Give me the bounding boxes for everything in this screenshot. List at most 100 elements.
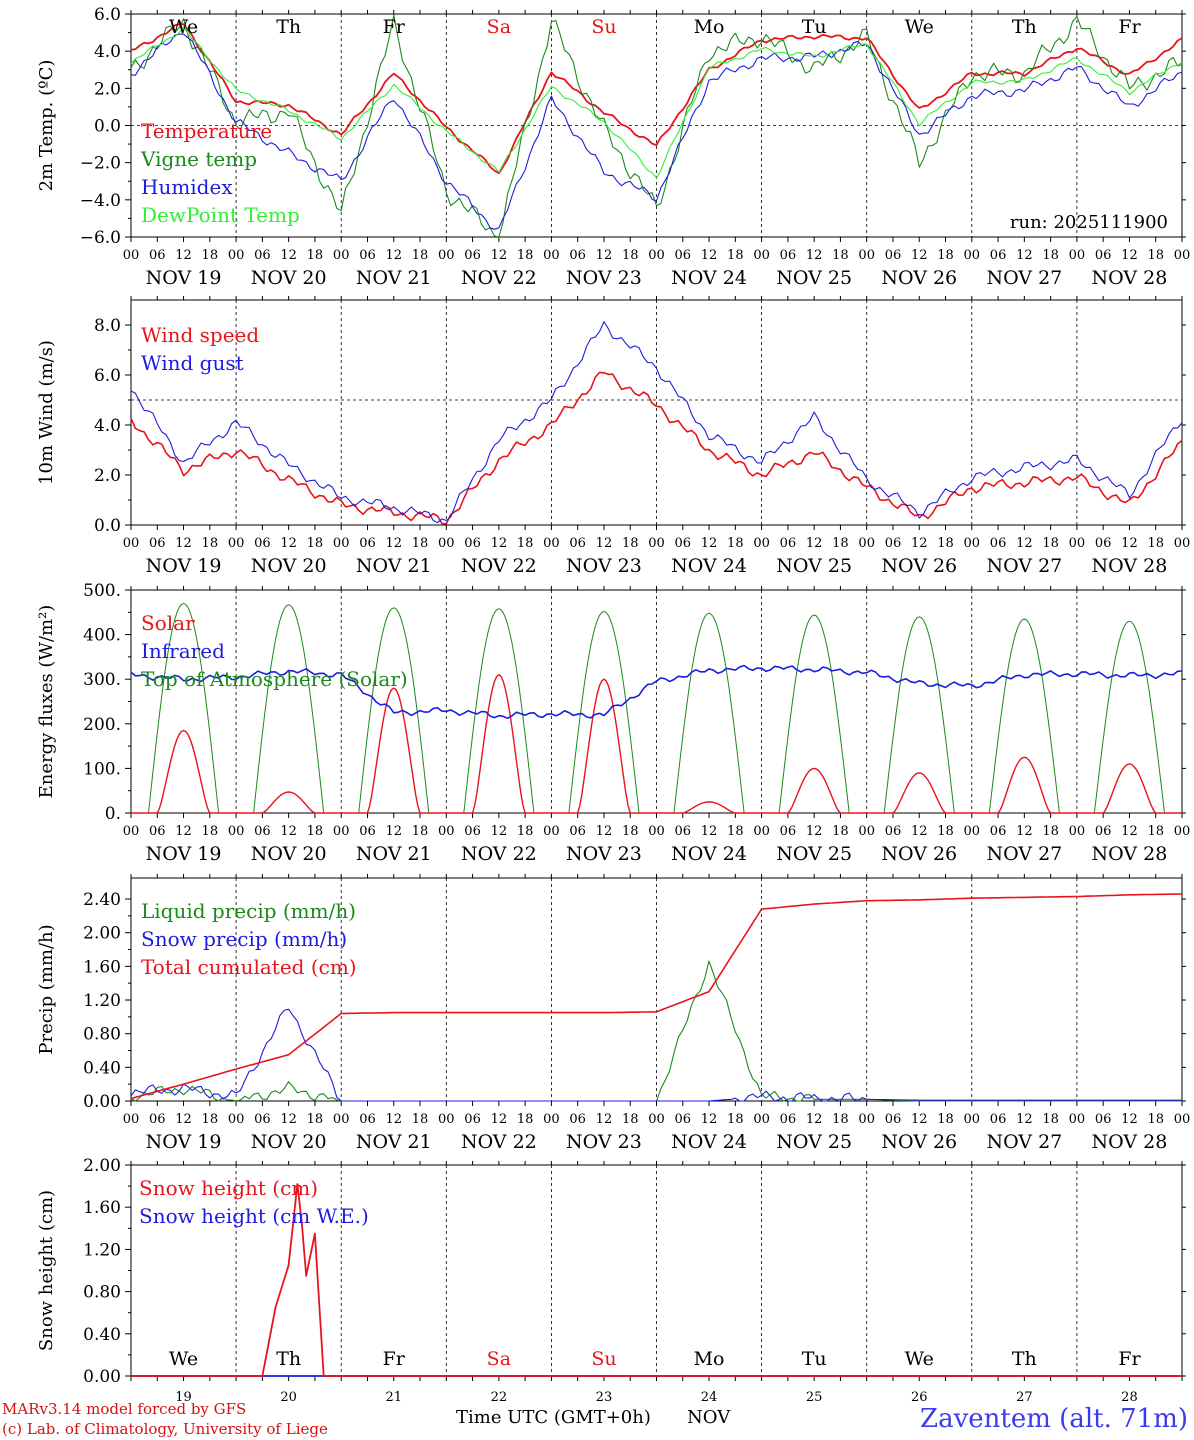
panel-1-hour-label: 18	[517, 536, 534, 551]
panel-1-hour-label: 06	[675, 536, 692, 551]
panel-2-ytick-label: 0.	[105, 804, 121, 824]
panel-1-hour-label: 00	[123, 536, 140, 551]
panel-1-hour-label: 18	[937, 536, 954, 551]
panel-1-hour-label: 06	[149, 536, 166, 551]
panel-2-hour-label: 06	[254, 824, 271, 839]
panel-1-ytick-label: 4.0	[94, 416, 121, 436]
bottom-day-number: 23	[596, 1390, 613, 1405]
panel-3-hour-label: 06	[1095, 1112, 1112, 1127]
panel-0-hour-label: 12	[1121, 248, 1138, 263]
panel-0-hour-label: 06	[254, 248, 271, 263]
panel-3-hour-label: 06	[780, 1112, 797, 1127]
panel-0-ylabel: 2m Temp. (ºC)	[36, 60, 57, 192]
panel-2-date-label: NOV 22	[461, 843, 537, 865]
panel-0-hour-label: 00	[123, 248, 140, 263]
panel-1-hour-label: 12	[385, 536, 402, 551]
panels-layer: 6.04.02.00.0−2.0−4.0−6.02m Temp. (ºC)00 0…	[36, 5, 1190, 1405]
panel-2-date-label: NOV 25	[776, 843, 852, 865]
panel-4-ytick-label: 0.00	[83, 1367, 121, 1387]
bottom-day-label: Th	[1012, 1348, 1037, 1370]
panel-3-date-label: NOV 25	[776, 1131, 852, 1153]
top-day-label: Tu	[802, 16, 827, 38]
panel-2-hour-label: 06	[569, 824, 586, 839]
panel-0-hour-label: 18	[832, 248, 849, 263]
panel-2-frame	[130, 589, 1183, 814]
panel-1-hour-label: 06	[464, 536, 481, 551]
panel-2-hour-label: 18	[517, 824, 534, 839]
bottom-day-label: Th	[276, 1348, 301, 1370]
series-snow-height-cm-line	[131, 1183, 1182, 1377]
station-name: Zaventem (alt. 71m)	[920, 1404, 1188, 1434]
panel-1-hour-label: 12	[596, 536, 613, 551]
panel-3-hour-label: 12	[911, 1112, 928, 1127]
panel-0-hour-label: 06	[990, 248, 1007, 263]
panel-0-hour-label: 18	[412, 248, 429, 263]
panel-0-legend-0: Temperature	[141, 119, 272, 143]
panel-2-legend-0: Solar	[141, 611, 195, 635]
panel-0-legend-2: Humidex	[141, 175, 233, 199]
panel-1-hour-label: 18	[1147, 536, 1164, 551]
panel-1-hour-label: 06	[1095, 536, 1112, 551]
panel-1-date-label: NOV 26	[881, 555, 957, 577]
panel-3-hour-label: 18	[307, 1112, 324, 1127]
panel-1-hour-label: 12	[1121, 536, 1138, 551]
panel-2-hour-label: 12	[385, 824, 402, 839]
panel-0-hour-label: 06	[780, 248, 797, 263]
panel-3-ytick-label: 1.20	[83, 991, 121, 1011]
panel-2-hour-label: 12	[175, 824, 192, 839]
panel-1-hour-label: 12	[491, 536, 508, 551]
footer-credit-text: (c) Lab. of Climatology, University of L…	[2, 1420, 328, 1438]
panel-0-hour-label: 12	[701, 248, 718, 263]
panel-0-hour-label: 12	[806, 248, 823, 263]
series-temperature-line	[130, 23, 1183, 175]
panel-1-hour-label: 12	[175, 536, 192, 551]
x-axis-month: NOV	[687, 1407, 731, 1428]
panel-0-hour-label: 12	[385, 248, 402, 263]
panel-2-hour-label: 00	[1069, 824, 1086, 839]
panel-4-ytick-label: 0.40	[83, 1325, 121, 1345]
bottom-day-label: We	[905, 1348, 934, 1370]
panel-0-hour-label: 06	[149, 248, 166, 263]
top-day-label: We	[169, 16, 198, 38]
panel-3-date-label: NOV 24	[671, 1131, 747, 1153]
panel-2-hour-label: 12	[701, 824, 718, 839]
panel-2-ylabel: Energy fluxes (W/m²)	[36, 605, 57, 799]
panel-0-date-label: NOV 28	[1092, 267, 1168, 289]
panel-0-hour-label: 12	[491, 248, 508, 263]
panel-3-date-label: NOV 23	[566, 1131, 642, 1153]
panel-3-ylabel: Precip (mm/h)	[36, 924, 57, 1054]
series-total-cumulated-cm-line	[130, 893, 1183, 1100]
panel-3-date-label: NOV 28	[1092, 1131, 1168, 1153]
panel-3-hour-label: 00	[333, 1112, 350, 1127]
panel-1-date-label: NOV 22	[461, 555, 537, 577]
panel-3-ytick-label: 0.80	[83, 1025, 121, 1045]
panel-0-ytick-label: −6.0	[80, 228, 121, 248]
bottom-day-number: 25	[806, 1390, 823, 1405]
panel-4-ytick-label: 1.60	[83, 1198, 121, 1218]
panel-2-hour-label: 18	[307, 824, 324, 839]
panel-0-hour-label: 06	[885, 248, 902, 263]
panel-0-hour-label: 18	[202, 248, 219, 263]
panel-0-hour-label: 00	[333, 248, 350, 263]
panel-3-hour-label: 00	[964, 1112, 981, 1127]
panel-3-hour-label: 12	[385, 1112, 402, 1127]
panel-0-date-label: NOV 24	[671, 267, 747, 289]
panel-1-ytick-label: 2.0	[94, 466, 121, 486]
panel-0-legend-3: DewPoint Temp	[141, 203, 300, 227]
top-day-label: We	[905, 16, 934, 38]
panel-2-hour-label: 12	[280, 824, 297, 839]
panel-3-hour-label: 06	[359, 1112, 376, 1127]
panel-3-date-label: NOV 19	[146, 1131, 222, 1153]
series-humidex-line	[130, 33, 1183, 230]
bottom-day-number: 24	[701, 1390, 718, 1405]
panel-1-date-label: NOV 20	[251, 555, 327, 577]
panel-2-hour-label: 06	[359, 824, 376, 839]
bottom-day-number: 22	[491, 1390, 508, 1405]
panel-2-hour-label: 00	[648, 824, 665, 839]
panel-2-hour-label: 18	[1042, 824, 1059, 839]
panel-1-hour-label: 06	[885, 536, 902, 551]
panel-2-hour-label: 00	[964, 824, 981, 839]
bottom-day-number: 28	[1121, 1390, 1138, 1405]
panel-3-legend-1: Snow precip (mm/h)	[141, 927, 347, 951]
